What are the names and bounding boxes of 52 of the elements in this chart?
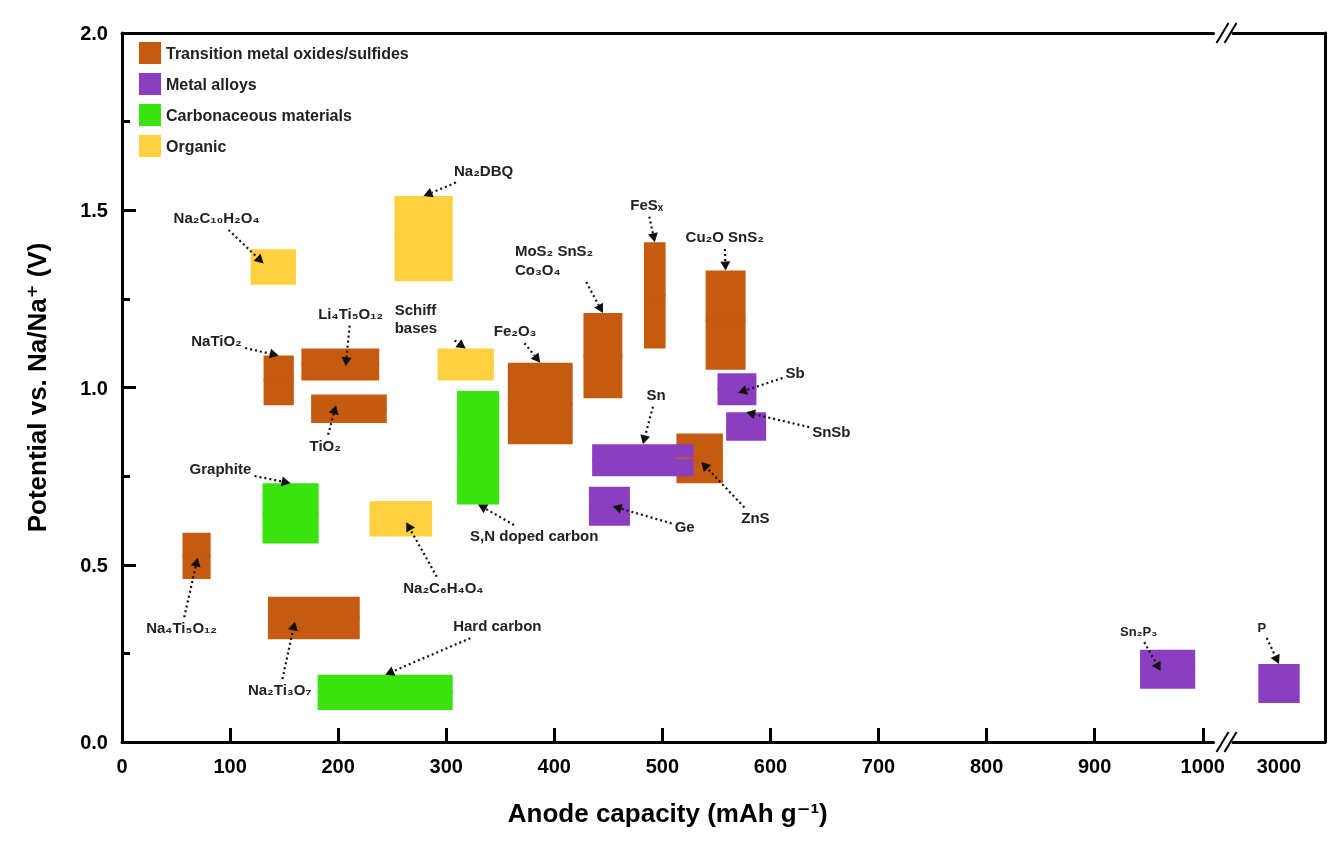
annotation: Cu₂O SnS₂ xyxy=(685,228,764,247)
x-tick-label: 0 xyxy=(116,755,128,777)
bar xyxy=(717,373,757,406)
x-tick-label: 700 xyxy=(861,755,896,777)
x-tick-label: 900 xyxy=(1077,755,1112,777)
annotation: TiO₂ xyxy=(309,436,341,456)
bar xyxy=(588,486,630,526)
annotation: Sb xyxy=(785,364,805,384)
bar xyxy=(437,348,494,381)
x-tick-label: 400 xyxy=(537,755,571,777)
annotation: Na₂Ti₃O₇ xyxy=(247,680,312,700)
annotation: Hard carbon xyxy=(453,617,542,636)
annotation: NaTiO₂ xyxy=(191,332,242,351)
annotation: SnSb xyxy=(812,422,851,442)
annotation: P xyxy=(1257,620,1267,637)
y-tick-label: 1.0 xyxy=(80,376,108,399)
x-tick-label: 3000 xyxy=(1256,755,1302,777)
y-tick-label: 0.5 xyxy=(80,553,108,576)
y-tick-label: 1.5 xyxy=(80,199,108,222)
annotation: Schiff bases xyxy=(394,300,439,338)
y-tick-label: 2.0 xyxy=(80,22,108,44)
annotation: Sn xyxy=(646,385,666,405)
x-tick-label: 1000 xyxy=(1180,755,1225,777)
legend-label: Organic xyxy=(166,137,227,155)
annotation: Na₂DBQ xyxy=(454,161,514,181)
x-tick-label: 300 xyxy=(429,755,463,777)
annotation: Na₂C₆H₄O₄ xyxy=(403,578,484,598)
x-tick-label: 600 xyxy=(753,755,788,777)
annotation: ZnS xyxy=(741,509,770,529)
bar xyxy=(726,412,767,441)
x-tick-label: 800 xyxy=(969,755,1004,777)
legend-label: Metal alloys xyxy=(166,75,257,93)
x-tick-label: 500 xyxy=(645,755,680,777)
y-axis-title: Potential vs. Na/Na⁺ (V) xyxy=(22,242,52,533)
annotation: Ge xyxy=(674,517,695,537)
bar xyxy=(262,483,319,544)
legend-label: Transition metal oxides/sulfides xyxy=(166,44,409,62)
x-tick-label: 200 xyxy=(321,755,355,777)
annotation: Sn₂P₃ xyxy=(1120,624,1158,641)
annotation: S,N doped carbon xyxy=(470,526,599,546)
annotation: MoS₂ SnS₂ Co₃O₄ xyxy=(514,242,595,280)
bar xyxy=(394,196,453,282)
y-tick-label: 0.0 xyxy=(80,731,108,753)
legend-label: Carbonaceous materials xyxy=(166,106,352,124)
annotation: Graphite xyxy=(189,459,252,479)
x-axis-title: Anode capacity (mAh g⁻¹) xyxy=(507,798,828,828)
x-tick-label: 100 xyxy=(213,755,247,777)
annotation: Na₄Ti₅O₁₂ xyxy=(146,619,217,638)
annotation: Fe₂O₃ xyxy=(493,322,537,341)
annotation: Na₂C₁₀H₂O₄ xyxy=(173,208,260,228)
annotation: Li₄Ti₅O₁₂ xyxy=(318,304,384,324)
annotation: FeSₓ xyxy=(630,195,664,215)
